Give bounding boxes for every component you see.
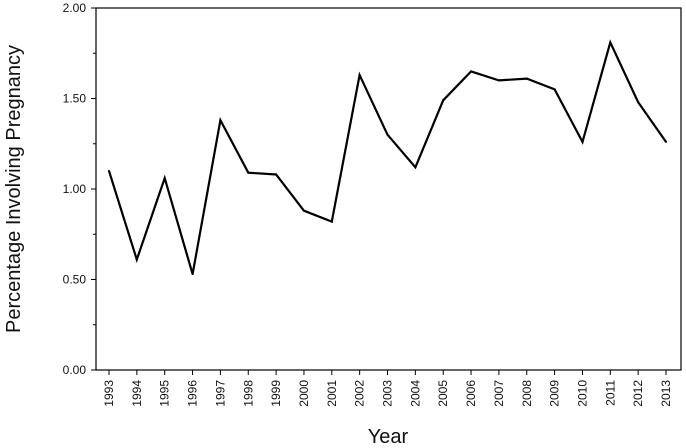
x-tick-label: 2007 — [492, 380, 506, 407]
x-tick-label: 1998 — [241, 380, 255, 407]
data-point — [302, 209, 305, 212]
x-tick-label: 2008 — [520, 380, 534, 407]
data-point — [665, 140, 667, 143]
x-tick-label: 2003 — [381, 380, 395, 407]
y-tick-label: 0.50 — [63, 273, 87, 287]
x-tick-label: 2012 — [631, 380, 645, 407]
data-point — [637, 101, 640, 104]
series-line — [107, 39, 667, 275]
data-point — [609, 41, 612, 44]
x-tick-label: 2002 — [353, 380, 367, 407]
y-tick-label: 0.00 — [63, 363, 87, 377]
x-tick-label: 2004 — [408, 380, 422, 407]
data-point — [219, 119, 222, 122]
x-tick-label: 1994 — [130, 380, 144, 407]
x-tick-label: 2000 — [297, 380, 311, 407]
data-point — [553, 88, 556, 91]
x-tick-label: 1993 — [102, 380, 116, 407]
x-tick-label: 2009 — [548, 380, 562, 407]
data-point — [358, 74, 361, 76]
data-point — [497, 79, 500, 82]
x-tick-label: 2005 — [436, 380, 450, 407]
x-tick-label: 2013 — [659, 380, 673, 407]
data-point — [247, 171, 250, 174]
x-tick-label: 1995 — [158, 380, 172, 407]
data-point — [191, 273, 194, 276]
data-point — [581, 140, 584, 143]
data-point — [414, 166, 417, 169]
series-layer — [107, 39, 667, 276]
data-point — [108, 169, 110, 172]
x-tick-label: 1999 — [269, 380, 283, 407]
plot-frame — [95, 7, 682, 371]
x-tick-label: 2011 — [603, 380, 617, 406]
data-point — [442, 99, 445, 102]
data-point — [135, 258, 138, 261]
x-tick-label: 2010 — [575, 380, 589, 407]
data-point — [386, 133, 389, 136]
data-point — [275, 173, 278, 176]
data-point — [470, 70, 473, 73]
x-tick-label: 2006 — [464, 380, 478, 407]
x-axis-ticks: 1993 1994 1995 1996 1997 1998 1999 2000 2001 2002… — [102, 370, 673, 407]
x-tick-label: 1997 — [213, 380, 227, 407]
x-axis-title: Year — [368, 426, 409, 448]
y-tick-label: 1.00 — [63, 182, 87, 196]
data-point — [330, 220, 333, 223]
data-point — [525, 77, 528, 80]
data-point — [163, 177, 166, 180]
y-axis-title: Percentage Involving Pregnancy — [3, 45, 25, 333]
x-tick-label: 1996 — [186, 380, 200, 407]
y-axis-ticks: 0.00 0.50 1.00 1.50 2.00 — [63, 1, 96, 377]
x-tick-label: 2001 — [325, 380, 339, 407]
y-tick-label: 1.50 — [63, 92, 87, 106]
y-tick-label: 2.00 — [63, 1, 87, 15]
